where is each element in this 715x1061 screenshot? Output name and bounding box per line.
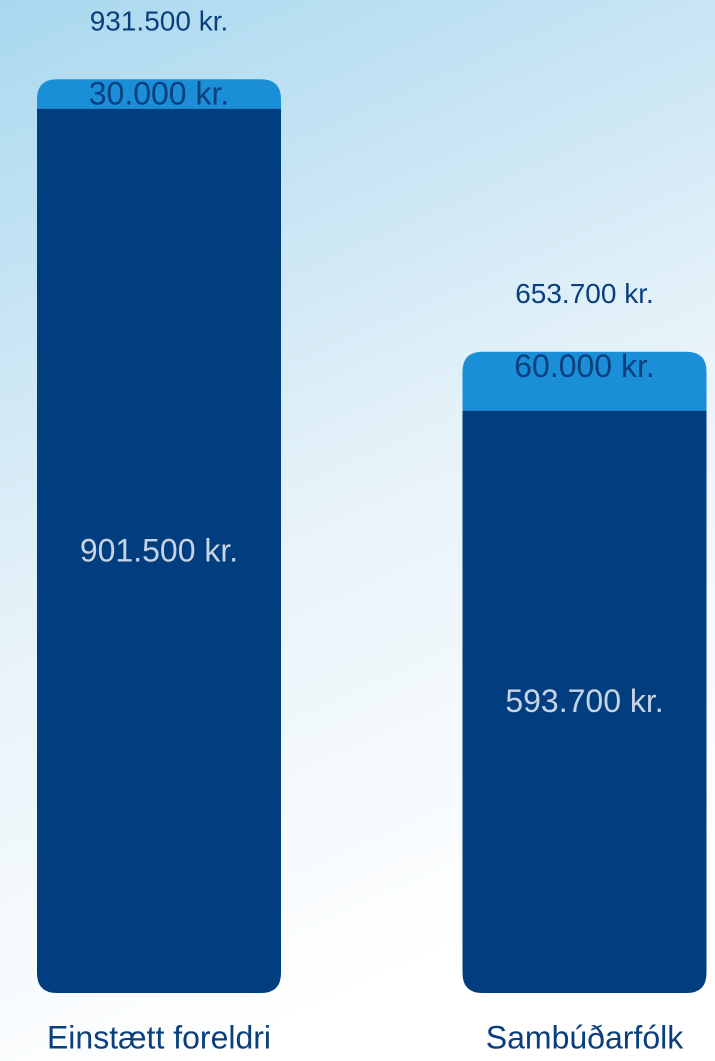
bar-segment [462, 410, 707, 993]
bar-segment [37, 108, 281, 994]
segment-label: 901.500 kr. [80, 532, 238, 568]
segment-label: 30.000 kr. [89, 76, 230, 112]
segment-label: 593.700 kr. [505, 683, 663, 719]
bar-segment [37, 79, 281, 109]
category-label: Einstætt foreldri [47, 1019, 271, 1055]
category-label: Sambúðarfólk [486, 1019, 684, 1055]
segment-label: 60.000 kr. [514, 348, 655, 384]
total-label: 931.500 kr. [90, 6, 229, 37]
bar-segment [462, 351, 707, 411]
total-label: 653.700 kr. [515, 278, 654, 309]
